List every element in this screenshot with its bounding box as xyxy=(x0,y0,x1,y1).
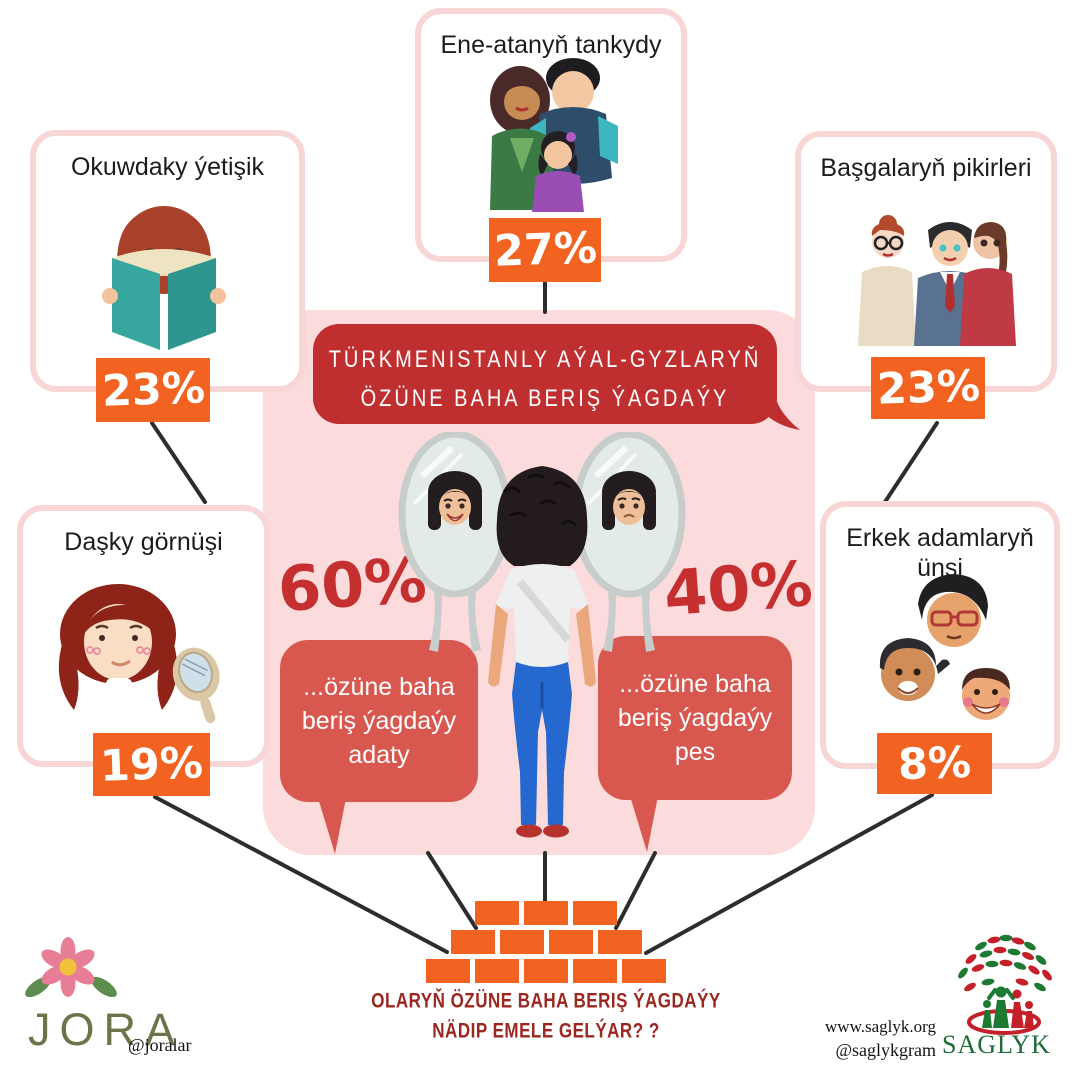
line-men-wall xyxy=(644,793,934,955)
factor-label-others: Başgalaryň pikirleri xyxy=(820,154,1032,182)
saglyk-tree-icon xyxy=(958,934,1052,1035)
factor-label-parents: Ene-atanyň tankydy xyxy=(440,31,662,59)
low-esteem-caption: ...özüne baha beriş ýagdaýy pes xyxy=(617,670,773,766)
brick xyxy=(426,959,470,983)
brick xyxy=(524,901,568,925)
brick xyxy=(450,930,495,954)
brick xyxy=(573,959,617,983)
percent-badge-parents: 27% xyxy=(489,218,601,282)
factor-box-others: Başgalaryň pikirleri xyxy=(795,131,1057,392)
brick xyxy=(597,930,642,954)
line-appearance-wall xyxy=(153,795,449,954)
jora-handle-text: @joralar xyxy=(128,1035,192,1055)
low-esteem-bubble: ...özüne baha beriş ýagdaýy pes xyxy=(598,636,792,852)
men-faces-illustration xyxy=(879,574,1010,720)
brick-row-top xyxy=(420,901,672,925)
brick-wall xyxy=(420,901,672,988)
normal-bubble-tail xyxy=(318,798,346,854)
saglyk-brand-text: SAGLYK xyxy=(942,1030,1051,1059)
brick xyxy=(524,959,568,983)
three-people-illustration xyxy=(858,215,1016,346)
line-rightbubble-wall xyxy=(614,851,657,930)
title-bubble-tail xyxy=(745,386,800,430)
brick xyxy=(475,901,519,925)
saglyk-handle-text: @saglykgram xyxy=(835,1040,936,1060)
jora-brand-text: JORA xyxy=(28,1004,185,1055)
mirror-sad xyxy=(572,432,686,652)
percent-value-men: 8% xyxy=(897,737,972,790)
brick xyxy=(573,901,617,925)
brick xyxy=(622,959,666,983)
line-leftbubble-wall xyxy=(426,851,478,930)
brick xyxy=(548,930,593,954)
line-others-men xyxy=(883,421,939,504)
jora-logo: JORA @joralar xyxy=(22,935,222,1056)
percent-badge-school: 23% xyxy=(96,358,210,422)
woman-back xyxy=(488,466,596,838)
family-illustration xyxy=(490,58,618,212)
saglyk-logo: www.saglyk.org @saglykgram xyxy=(810,932,1070,1072)
title-line2: ÖZÜNE BAHA BERIŞ ÝAGDAÝY xyxy=(360,385,730,413)
percent-value-appearance: 19% xyxy=(99,737,204,792)
percent-value-others: 23% xyxy=(875,361,981,415)
low-bubble-tail xyxy=(630,796,658,852)
factor-label-school: Okuwdaky ýetişik xyxy=(70,153,265,181)
line-school-appearance xyxy=(150,421,207,504)
percent-badge-others: 23% xyxy=(871,357,985,419)
percent-badge-men: 8% xyxy=(877,733,992,794)
jora-flower-icon xyxy=(25,937,117,998)
question-text: OLARYŇ ÖZÜNE BAHA BERIŞ ÝAGDAÝY NÄDIP EM… xyxy=(354,986,738,1046)
brick xyxy=(499,930,544,954)
saglyk-links: www.saglyk.org @saglykgram xyxy=(810,1016,936,1062)
normal-esteem-bubble: ...özüne baha beriş ýagdaýy adaty xyxy=(280,640,478,854)
title-line1: TÜRKMENISTANLY AÝAL-GYZLARYŇ xyxy=(328,346,762,374)
mirrors-woman-illustration xyxy=(398,432,686,838)
reading-girl-illustration xyxy=(102,206,226,350)
brick-row-middle xyxy=(420,930,672,954)
percent-value-school: 23% xyxy=(100,363,206,417)
question-line2: NÄDIP EMELE GELÝAR? ? xyxy=(432,1018,660,1043)
question-line1: OLARYŇ ÖZÜNE BAHA BERIŞ ÝAGDAÝY xyxy=(371,988,721,1013)
normal-esteem-caption: ...özüne baha beriş ýagdaýy adaty xyxy=(301,673,457,769)
title-bubble: TÜRKMENISTANLY AÝAL-GYZLARYŇ ÖZÜNE BAHA … xyxy=(313,324,800,430)
percent-value-parents: 27% xyxy=(492,223,598,277)
factor-label-appearance: Daşky görnüşi xyxy=(64,528,223,556)
percent-badge-appearance: 19% xyxy=(93,733,210,796)
saglyk-website: www.saglyk.org xyxy=(825,1017,936,1036)
brick-row-bottom xyxy=(420,959,672,983)
mirror-happy xyxy=(398,432,512,652)
brick xyxy=(475,959,519,983)
woman-mirror-illustration xyxy=(58,584,220,724)
